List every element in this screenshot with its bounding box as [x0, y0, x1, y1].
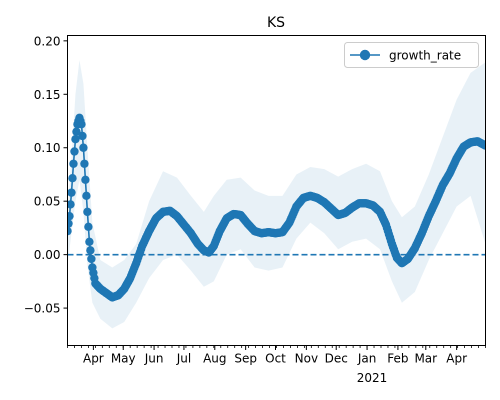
- data-point: [68, 174, 77, 183]
- legend-series-label: growth_rate: [389, 49, 461, 63]
- confidence-band: [67, 60, 486, 329]
- x-tick-label: Sep: [234, 352, 257, 366]
- data-point: [83, 207, 92, 217]
- y-axis: −0.05 0.00 0.05 0.10 0.15 0.20: [24, 34, 68, 316]
- y-tick-label: 0.15: [34, 88, 61, 102]
- x-tick-label: Nov: [295, 352, 318, 366]
- data-point: [67, 188, 76, 197]
- plot-area: [67, 60, 486, 329]
- x-tick-label: Oct: [265, 352, 286, 366]
- data-point: [67, 226, 72, 236]
- y-tick-label: −0.05: [24, 302, 61, 316]
- x-tick-label: Aug: [203, 352, 226, 366]
- legend-box: [344, 42, 479, 68]
- data-point: [67, 211, 74, 221]
- x-tick-label: Mar: [414, 352, 437, 366]
- x-axis: Apr May Jun Jul Aug Sep Oct Nov Dec Jan Feb Mar Apr: [67, 345, 486, 366]
- x-tick-label: Jun: [144, 352, 164, 366]
- legend-series-marker: [359, 49, 371, 61]
- data-point: [77, 120, 86, 129]
- data-point: [87, 254, 96, 264]
- data-point: [67, 219, 73, 228]
- data-point: [79, 143, 88, 152]
- x-tick-label: Jan: [357, 352, 377, 366]
- x-tick-label: Feb: [387, 352, 408, 366]
- data-point: [81, 175, 90, 185]
- y-tick-label: 0.00: [34, 248, 61, 262]
- x-axis-year-label: 2021: [357, 371, 388, 385]
- data-point: [72, 127, 81, 136]
- data-point: [82, 191, 91, 201]
- y-tick-label: 0.05: [34, 195, 61, 209]
- x-tick-label: Apr: [83, 352, 104, 366]
- data-point: [86, 246, 95, 255]
- data-point: [85, 237, 94, 247]
- chart-title: KS: [267, 15, 285, 31]
- x-tick-label: May: [111, 352, 136, 366]
- x-tick-label: Jul: [176, 352, 191, 366]
- data-point: [70, 147, 79, 156]
- data-point: [80, 159, 89, 168]
- x-tick-label: Apr: [446, 352, 467, 366]
- legend: growth_rate: [344, 42, 479, 68]
- data-point: [84, 222, 93, 232]
- x-tick-label: Dec: [325, 352, 348, 366]
- data-point: [67, 200, 75, 209]
- y-tick-label: 0.20: [34, 34, 61, 48]
- data-point: [481, 141, 486, 150]
- y-tick-label: 0.10: [34, 141, 61, 155]
- data-point: [69, 159, 78, 168]
- data-point: [78, 131, 87, 141]
- data-point: [71, 134, 80, 144]
- series-markers: [67, 113, 486, 302]
